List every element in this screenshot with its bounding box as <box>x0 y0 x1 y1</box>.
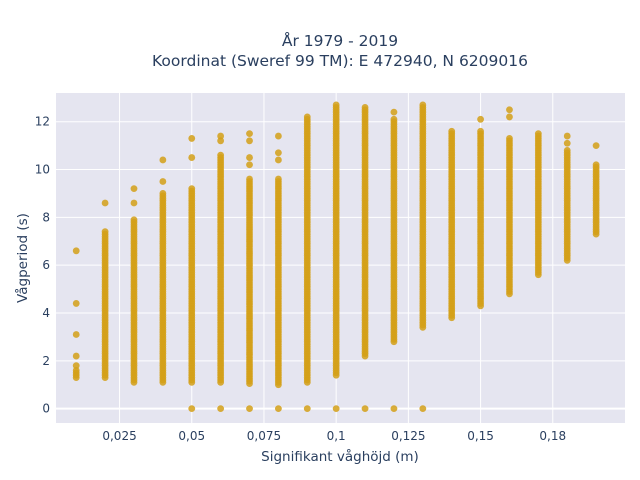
data-point <box>246 175 253 183</box>
data-point <box>72 352 80 360</box>
data-point <box>563 132 571 140</box>
data-point <box>419 405 427 413</box>
x-tick-label: 0,025 <box>102 429 136 443</box>
y-tick-label: 2 <box>42 354 50 368</box>
data-point <box>72 331 80 338</box>
y-tick-label: 4 <box>42 306 50 320</box>
data-point <box>246 405 253 413</box>
data-point <box>159 190 167 197</box>
data-point <box>217 405 225 413</box>
data-point <box>563 139 571 147</box>
data-point <box>506 135 513 142</box>
x-tick-label: 0,15 <box>467 429 494 443</box>
data-point <box>534 130 542 138</box>
data-point <box>130 216 138 224</box>
data-point <box>130 199 138 207</box>
x-axis-title: Signifikant våghöjd (m) <box>261 448 419 465</box>
data-point <box>72 300 80 307</box>
data-point <box>72 366 80 374</box>
data-point <box>563 146 571 154</box>
data-point <box>217 151 225 159</box>
data-point <box>390 115 398 123</box>
y-tick-label: 12 <box>35 115 50 129</box>
data-point <box>592 142 600 150</box>
chart-subtitle: Koordinat (Sweref 99 TM): E 472940, N 62… <box>152 52 528 70</box>
data-point <box>188 405 196 413</box>
data-point <box>477 127 484 135</box>
data-point <box>246 137 253 145</box>
data-point <box>101 228 109 236</box>
y-axis-title: Vågperiod (s) <box>14 213 31 303</box>
y-tick-label: 6 <box>42 258 50 272</box>
data-point <box>246 154 253 161</box>
data-point <box>332 101 340 109</box>
data-point <box>477 115 484 123</box>
data-point <box>448 127 456 135</box>
plot-area <box>56 93 625 423</box>
x-tick-label: 0,18 <box>539 429 566 443</box>
data-point <box>72 362 80 370</box>
data-points <box>72 101 600 413</box>
x-tick-label: 0,1 <box>327 429 346 443</box>
y-tick-label: 10 <box>35 163 50 177</box>
data-point <box>188 154 196 161</box>
data-point <box>361 405 369 413</box>
data-point <box>506 113 513 121</box>
data-point <box>419 101 427 109</box>
data-point <box>188 185 196 193</box>
data-point <box>72 247 80 255</box>
data-point <box>361 103 369 111</box>
data-point <box>101 199 109 207</box>
data-point <box>390 108 398 116</box>
data-point <box>159 156 167 164</box>
data-point <box>246 130 253 138</box>
tick-labels: 0 2 4 6 8 10 12 0,025 0,05 0,075 0,1 0,125 0,15 0,18 <box>35 115 566 443</box>
data-point <box>303 405 311 413</box>
y-tick-label: 8 <box>42 210 50 224</box>
data-point <box>217 137 225 145</box>
data-point <box>188 135 196 142</box>
x-tick-label: 0,125 <box>391 429 425 443</box>
data-point <box>159 178 167 185</box>
data-point <box>390 405 398 413</box>
data-point <box>592 161 600 169</box>
data-point <box>303 113 311 121</box>
x-tick-label: 0,05 <box>178 429 205 443</box>
data-point <box>275 132 282 140</box>
data-point <box>506 106 513 114</box>
data-point <box>130 185 138 193</box>
data-point <box>246 161 253 169</box>
data-point <box>275 156 282 164</box>
chart-title: År 1979 - 2019 <box>282 31 398 50</box>
y-tick-label: 0 <box>42 402 50 416</box>
data-point <box>217 132 225 140</box>
x-tick-label: 0,075 <box>247 429 281 443</box>
data-point <box>332 405 340 413</box>
data-point <box>275 149 282 157</box>
data-point <box>275 175 282 183</box>
data-point <box>275 405 282 413</box>
